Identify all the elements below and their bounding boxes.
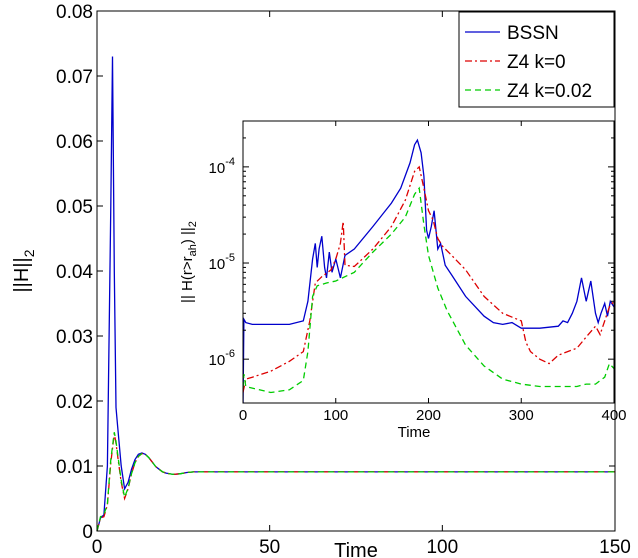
main-x-tick-label: 50: [259, 537, 280, 558]
main-y-tick-label: 0.04: [56, 262, 93, 283]
legend-label-1: Z4 k=0: [507, 52, 566, 73]
legend: BSSN Z4 k=0 Z4 k=0.02: [458, 11, 615, 108]
main-plot-frame: [96, 10, 616, 532]
inset-y-axis-label-subscript: ah: [187, 244, 199, 256]
legend-label-0: BSSN: [507, 23, 559, 44]
inset-plot-area: [243, 121, 614, 403]
inset-y-axis-label: || H(r>rah) ||2: [179, 221, 199, 303]
inset-y-axis-label-subscript-2: 2: [187, 221, 199, 227]
inset-y-tick-label: 10-5: [209, 252, 235, 273]
main-y-axis-label: ||H||2: [11, 249, 37, 292]
inset-y-axis-label-end: ) ||: [179, 227, 196, 244]
inset-series-line-0: [243, 138, 614, 403]
inset-x-tick-label: 100: [323, 407, 348, 424]
inset-y-axis-label-text: || H(r>r: [179, 256, 196, 303]
legend-label-2: Z4 k=0.02: [507, 81, 592, 102]
main-y-axis-label-text: ||H||: [11, 257, 33, 292]
inset-series-group: [243, 138, 614, 403]
main-y-tick-label: 0.02: [56, 392, 93, 413]
main-y-axis-label-subscript: 2: [21, 249, 37, 257]
inset-x-tick-label: 200: [416, 407, 441, 424]
legend-box: [458, 11, 615, 108]
main-x-tick-label: 0: [92, 537, 103, 558]
inset-plot: 0 100 200 300 400 10-6 10-5 10-4 Time || H(r>r…: [179, 120, 627, 441]
main-y-tick-label: 0.06: [56, 132, 93, 153]
main-y-tick-label: 0.08: [56, 2, 93, 23]
inset-series-line-2: [243, 186, 614, 394]
inset-x-tick-label: 300: [509, 407, 534, 424]
main-x-tick-label: 150: [599, 537, 631, 558]
inset-series-line-1: [243, 165, 614, 393]
inset-x-tick-label: 400: [601, 407, 626, 424]
inset-x-ticks: 0 100 200 300 400: [239, 121, 627, 424]
main-y-tick-label: 0: [82, 522, 93, 543]
main-x-axis-label: Time: [334, 540, 378, 558]
inset-plot-frame: [242, 120, 615, 404]
inset-y-tick-label: 10-4: [209, 156, 235, 177]
main-x-tick-label: 100: [426, 537, 458, 558]
inset-y-tick-label: 10-6: [209, 348, 235, 369]
main-x-ticks: 0 50 100 150: [92, 11, 631, 558]
main-y-tick-label: 0.03: [56, 327, 93, 348]
main-series-group: [96, 56, 615, 532]
main-y-tick-label: 0.07: [56, 67, 93, 88]
main-y-tick-label: 0.01: [56, 457, 93, 478]
main-y-tick-label: 0.05: [56, 197, 93, 218]
inset-x-axis-label: Time: [398, 424, 431, 441]
legend-items: BSSN Z4 k=0 Z4 k=0.02: [465, 23, 592, 102]
inset-x-tick-label: 0: [239, 407, 247, 424]
